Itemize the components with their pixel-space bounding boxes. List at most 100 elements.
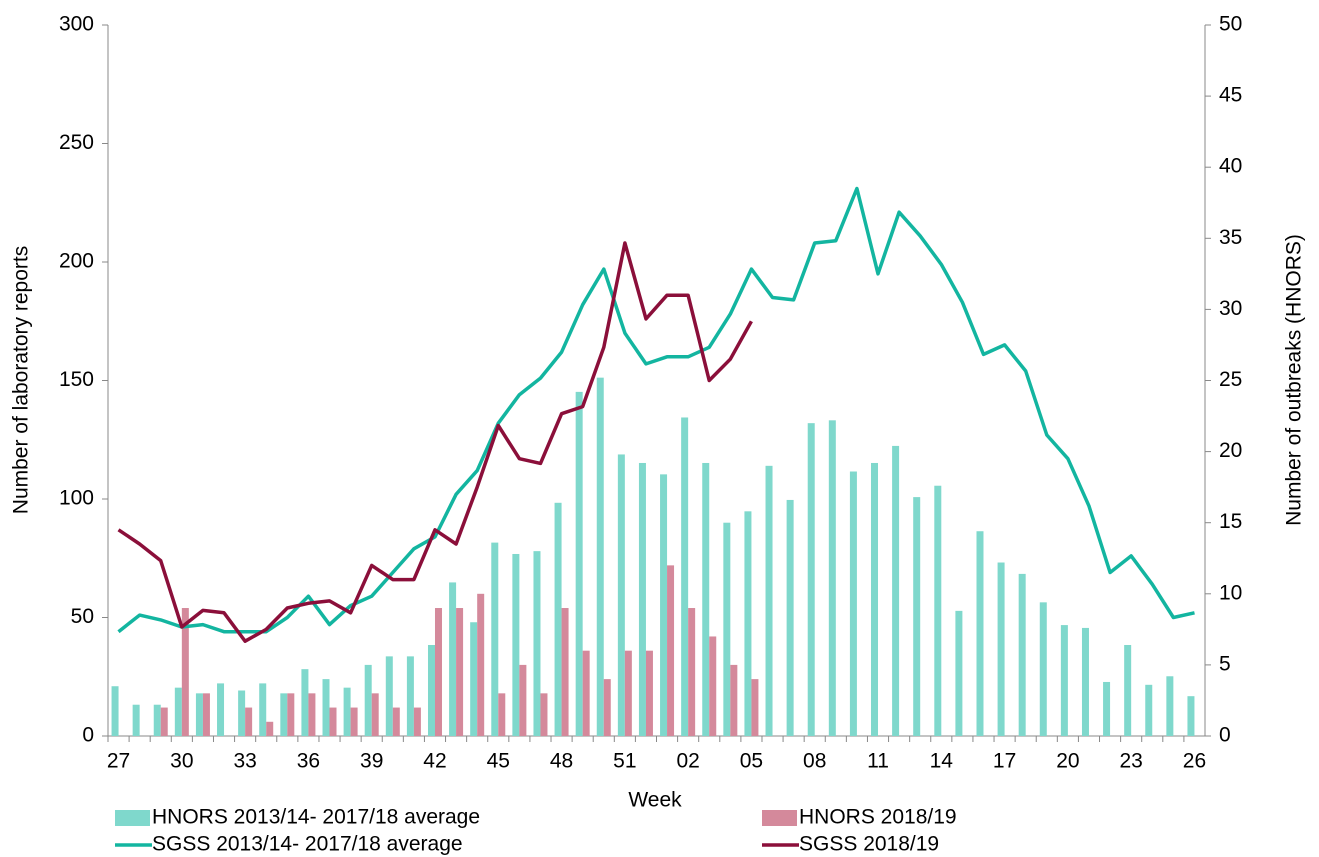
- bar: [413, 707, 421, 736]
- bar: [238, 690, 246, 736]
- bar: [111, 686, 119, 736]
- x-tick-label: 23: [1119, 750, 1142, 773]
- bar: [688, 608, 696, 736]
- bar: [871, 462, 879, 736]
- bar: [730, 664, 738, 736]
- x-tick-label: 20: [1056, 750, 1079, 773]
- y2-tick-label: 15: [1219, 510, 1242, 533]
- legend-label: SGSS 2013/14- 2017/18 average: [152, 833, 463, 856]
- bar: [1145, 684, 1153, 736]
- bar: [1018, 573, 1026, 736]
- x-tick-label: 30: [170, 750, 193, 773]
- line: [117, 186, 1195, 634]
- bar: [195, 693, 203, 736]
- x-tick-label: 48: [550, 750, 573, 773]
- bar: [681, 417, 689, 736]
- x-tick-label: 45: [487, 750, 510, 773]
- bar: [554, 502, 562, 736]
- bar: [512, 553, 520, 736]
- y2-tick-label: 45: [1219, 84, 1242, 107]
- x-tick-label: 14: [930, 750, 954, 773]
- x-tick-label: 08: [803, 750, 826, 773]
- bar: [723, 522, 731, 736]
- y2-tick-label: 30: [1219, 297, 1242, 320]
- y-axis-title: Number of laboratory reports: [10, 246, 33, 514]
- bar: [519, 664, 527, 736]
- bar: [617, 454, 625, 736]
- bar: [575, 391, 583, 736]
- bar: [329, 707, 337, 736]
- bar: [1166, 676, 1174, 736]
- bar: [449, 582, 457, 736]
- bar: [660, 474, 668, 736]
- y2-tick-label: 40: [1219, 155, 1242, 178]
- bar: [955, 610, 963, 736]
- bar: [1124, 644, 1132, 736]
- bar: [322, 679, 330, 736]
- legend-swatch: [762, 810, 797, 826]
- bar: [259, 683, 267, 736]
- x-tick-label: 02: [676, 750, 699, 773]
- y2-tick-label: 20: [1219, 439, 1242, 462]
- x-tick-label: 17: [993, 750, 1016, 773]
- bar: [603, 679, 611, 736]
- bar: [751, 679, 759, 736]
- bar: [624, 650, 632, 736]
- legend-label: HNORS 2013/14- 2017/18 average: [152, 806, 480, 829]
- bar: [202, 693, 210, 736]
- bar: [596, 377, 604, 736]
- y2-tick-label: 50: [1219, 13, 1242, 36]
- bar: [364, 664, 372, 736]
- y-tick-label: 250: [59, 131, 94, 154]
- bar: [1187, 696, 1195, 736]
- legend-label: SGSS 2018/19: [799, 833, 939, 856]
- y-tick-label: 200: [59, 250, 94, 273]
- bar: [392, 707, 400, 736]
- bar: [828, 420, 836, 736]
- bar: [582, 650, 590, 736]
- x-tick-label: 05: [740, 750, 763, 773]
- bar: [892, 445, 900, 736]
- y-tick-label: 300: [59, 13, 94, 36]
- y-tick-label: 0: [82, 724, 94, 747]
- y2-tick-label: 25: [1219, 368, 1242, 391]
- bar: [540, 693, 548, 736]
- bar: [1103, 681, 1111, 736]
- x-axis-title: Week: [628, 789, 682, 812]
- bar: [406, 656, 414, 736]
- bar: [153, 704, 161, 736]
- bar: [301, 669, 309, 736]
- bar: [709, 636, 717, 736]
- y-tick-label: 150: [59, 368, 94, 391]
- bar: [477, 593, 485, 736]
- x-tick-label: 11: [867, 750, 889, 773]
- bar: [217, 683, 225, 736]
- bar: [786, 499, 794, 736]
- bar: [667, 565, 675, 736]
- bar: [638, 462, 646, 736]
- x-tick-label: 36: [297, 750, 320, 773]
- x-tick-label: 26: [1183, 750, 1206, 773]
- bar: [174, 687, 182, 736]
- bar: [245, 707, 253, 736]
- x-tick-label: 27: [107, 750, 130, 773]
- y2-tick-label: 5: [1219, 652, 1231, 675]
- bar: [266, 721, 274, 736]
- y2-tick-label: 0: [1219, 724, 1231, 747]
- bar: [132, 704, 140, 736]
- bar: [491, 542, 499, 736]
- bar: [765, 465, 773, 736]
- y-tick-label: 50: [71, 605, 94, 628]
- x-tick-label: 39: [360, 750, 383, 773]
- bar: [287, 693, 295, 736]
- y2-tick-label: 10: [1219, 581, 1242, 604]
- line: [117, 241, 753, 643]
- bar: [498, 693, 506, 736]
- bar: [181, 608, 189, 736]
- bar: [470, 622, 478, 736]
- bar: [308, 693, 316, 736]
- y2-tick-label: 35: [1219, 226, 1242, 249]
- bar: [280, 693, 288, 736]
